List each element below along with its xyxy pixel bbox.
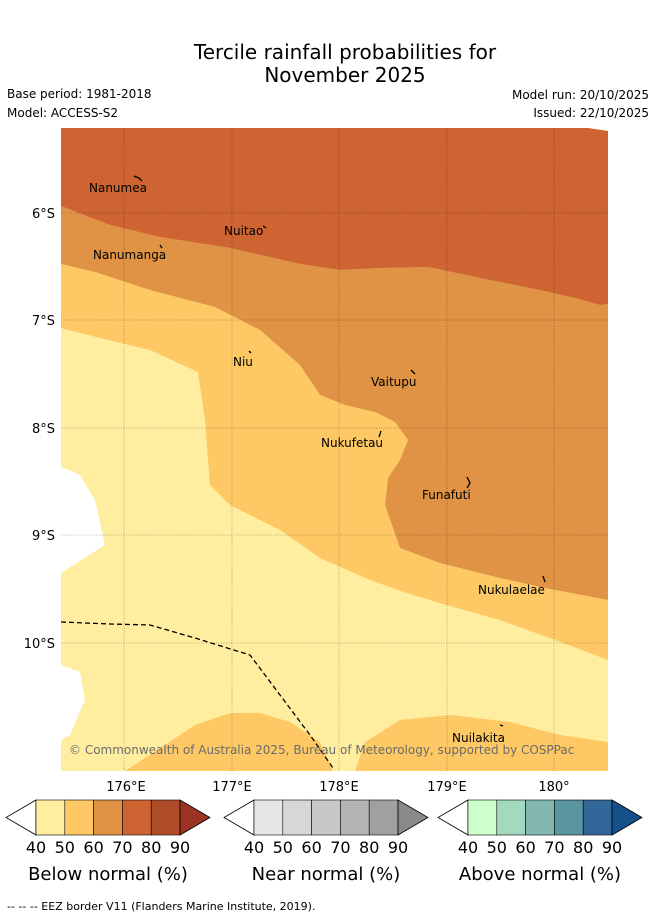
above-normal-swatch <box>582 799 613 836</box>
near-normal-legend-title: Near normal (%) <box>252 864 401 885</box>
place-label-nanumea: Nanumea <box>89 181 147 195</box>
eez-border <box>61 621 334 769</box>
lat-label-7s: 7°S <box>32 314 55 329</box>
below-normal-tick-label: 40 <box>26 838 46 857</box>
place-label-funafuti: Funafuti <box>422 488 471 502</box>
near-normal-tick-label: 80 <box>359 838 379 857</box>
above-normal-tick-label: 40 <box>458 838 478 857</box>
islands <box>133 175 546 727</box>
above-normal-min-arrow <box>437 799 469 836</box>
near-normal-tick-label: 60 <box>301 838 321 857</box>
probability-map: Nanumea Nuitao Nanumanga Niu Vaitupu Nuk… <box>61 128 608 771</box>
place-label-nuitao: Nuitao <box>224 224 263 238</box>
above-normal-swatch <box>496 799 526 836</box>
below-normal-legend: 40 50 60 70 80 90 Below normal (%) <box>5 799 211 885</box>
above-normal-tick-label: 70 <box>544 838 564 857</box>
above-normal-swatch <box>467 799 498 836</box>
below-normal-min-arrow <box>5 799 37 836</box>
near-normal-tick-label: 90 <box>388 838 408 857</box>
above-normal-tick-label: 80 <box>573 838 593 857</box>
band-50-60 <box>61 264 608 660</box>
place-label-nukufetau: Nukufetau <box>321 436 383 450</box>
above-normal-swatch <box>525 799 555 836</box>
below-normal-swatch <box>93 799 123 836</box>
near-normal-swatch <box>368 799 399 836</box>
below-normal-swatch <box>150 799 181 836</box>
near-normal-max-arrow <box>397 799 429 836</box>
below-normal-tick-label: 80 <box>141 838 161 857</box>
lon-label-178e: 178°E <box>319 780 359 795</box>
model-run: Model run: 20/10/2025 <box>511 88 649 102</box>
base-period: Base period: 1981-2018 <box>7 87 152 101</box>
above-normal-legend: 40 50 60 70 80 90 Above normal (%) <box>437 799 643 885</box>
map-title: Tercile rainfall probabilities for Novem… <box>0 41 655 87</box>
copyright-notice: © Commonwealth of Australia 2025, Bureau… <box>69 743 574 757</box>
lat-label-6s: 6°S <box>32 207 55 222</box>
no-data-area-2 <box>61 665 85 740</box>
lat-label-8s: 8°S <box>32 422 55 437</box>
model-name: Model: ACCESS-S2 <box>7 106 119 120</box>
near-normal-tick-label: 70 <box>330 838 350 857</box>
place-label-nukulaelae: Nukulaelae <box>478 583 545 597</box>
above-normal-legend-title: Above normal (%) <box>459 864 621 885</box>
eez-footnote: -- -- -- EEZ border V11 (Flanders Marine… <box>7 900 316 913</box>
band-60-70 <box>61 206 608 600</box>
near-normal-swatch <box>311 799 341 836</box>
place-label-nanumanga: Nanumanga <box>93 248 166 262</box>
above-normal-max-arrow <box>611 799 643 836</box>
lat-label-9s: 9°S <box>32 529 55 544</box>
place-label-nuilakita: Nuilakita <box>452 731 505 745</box>
no-data-corner <box>588 128 608 131</box>
near-normal-swatch <box>253 799 284 836</box>
title-line-2: November 2025 <box>264 63 426 87</box>
above-normal-tick-label: 90 <box>602 838 622 857</box>
near-normal-legend: 40 50 60 70 80 90 Near normal (%) <box>223 799 429 885</box>
near-normal-tick-label: 40 <box>244 838 264 857</box>
place-label-vaitupu: Vaitupu <box>371 375 417 389</box>
title-line-1: Tercile rainfall probabilities for <box>193 40 497 64</box>
below-normal-swatch <box>35 799 66 836</box>
near-normal-swatch <box>340 799 370 836</box>
lat-label-10s: 10°S <box>24 637 55 652</box>
lon-label-179e: 179°E <box>427 780 467 795</box>
graticule <box>61 128 608 771</box>
below-normal-tick-label: 70 <box>112 838 132 857</box>
no-data-area-1 <box>61 467 105 573</box>
below-normal-tick-label: 60 <box>83 838 103 857</box>
near-normal-tick-label: 50 <box>273 838 293 857</box>
band-70-80 <box>61 128 608 305</box>
below-normal-tick-label: 50 <box>55 838 75 857</box>
above-normal-tick-label: 50 <box>487 838 507 857</box>
issued-date: Issued: 22/10/2025 <box>533 106 649 120</box>
below-normal-swatch <box>64 799 94 836</box>
band-50-60-southeast <box>355 715 608 771</box>
below-normal-tick-label: 90 <box>170 838 190 857</box>
near-normal-swatch <box>282 799 312 836</box>
above-normal-tick-label: 60 <box>515 838 535 857</box>
near-normal-min-arrow <box>223 799 255 836</box>
place-label-niu: Niu <box>233 355 253 369</box>
lon-label-177e: 177°E <box>212 780 252 795</box>
colorbar-legends: 40 50 60 70 80 90 Below normal (%) 40 50 60 70 80 90… <box>5 799 643 885</box>
lon-label-180: 180° <box>538 780 569 795</box>
lon-label-176e: 176°E <box>106 780 146 795</box>
below-normal-legend-title: Below normal (%) <box>28 864 188 885</box>
below-normal-max-arrow <box>179 799 211 836</box>
band-50-60-south <box>125 713 333 771</box>
below-normal-swatch <box>122 799 152 836</box>
above-normal-swatch <box>554 799 584 836</box>
